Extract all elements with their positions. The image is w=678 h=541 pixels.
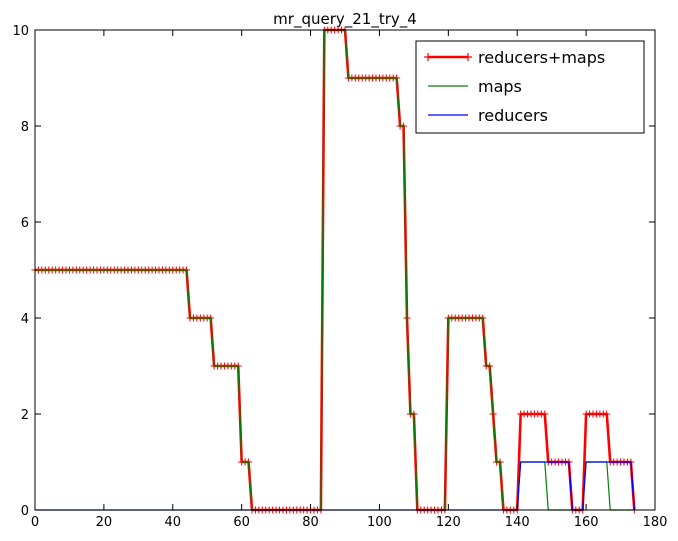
legend-label-maps: maps: [478, 77, 522, 96]
x-tick-label: 180: [643, 515, 668, 530]
legend: reducers+maps maps reducers: [415, 40, 645, 134]
legend-label-reducers: reducers: [478, 106, 548, 125]
legend-label-reducers-maps: reducers+maps: [478, 48, 605, 67]
x-tick-label: 80: [302, 515, 319, 530]
data-point-marker: [603, 410, 611, 418]
x-tick-label: 120: [436, 515, 461, 530]
x-tick-label: 0: [31, 515, 39, 530]
legend-marker: [464, 53, 472, 61]
axes-layer: 0 20 40 60 80 100 120 140 160 180 0 2 4 6 8 10: [12, 24, 667, 530]
x-tick-label: 160: [574, 515, 599, 530]
series-layer: [31, 26, 638, 514]
y-tick-label: 10: [12, 24, 29, 39]
plot-frame: [34, 29, 656, 511]
data-point-marker: [541, 410, 549, 418]
y-tick-label: 4: [21, 312, 29, 327]
y-tick-label: 0: [21, 504, 29, 519]
x-tick-label: 140: [505, 515, 530, 530]
chart-title: mr_query_21_try_4: [273, 10, 417, 29]
y-tick-label: 8: [21, 120, 29, 135]
y-tick-label: 6: [21, 216, 29, 231]
x-tick-label: 40: [165, 515, 182, 530]
x-tick-label: 20: [96, 515, 113, 530]
x-tick-label: 60: [233, 515, 250, 530]
x-tick-label: 100: [367, 515, 392, 530]
y-tick-label: 2: [21, 408, 29, 423]
legend-marker: [424, 53, 432, 61]
